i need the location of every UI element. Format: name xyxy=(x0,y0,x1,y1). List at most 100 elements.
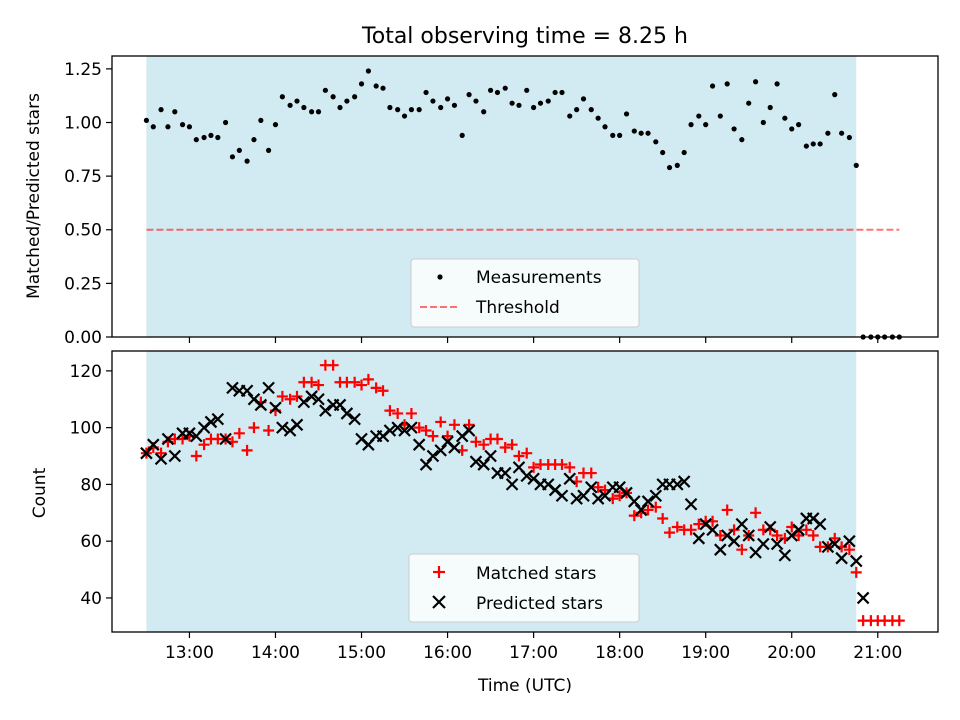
matched-star-point xyxy=(657,512,669,524)
measurement-point xyxy=(846,134,852,141)
predicted-star-point xyxy=(714,543,727,556)
predicted-star-point xyxy=(671,478,684,491)
x-tick-label: 13:00 xyxy=(165,643,214,663)
measurement-point xyxy=(466,92,472,98)
measurement-point xyxy=(186,124,193,130)
predicted-star-point xyxy=(469,455,483,468)
predicted-star-point xyxy=(348,412,361,426)
legend-predicted-label: Predicted stars xyxy=(476,594,603,614)
measurement-point xyxy=(688,122,694,128)
predicted-star-point xyxy=(219,432,232,446)
predicted-star-point xyxy=(627,495,641,508)
matched-star-point xyxy=(442,430,454,442)
measurement-point xyxy=(172,109,178,115)
predicted-star-point xyxy=(140,446,153,460)
measurement-point xyxy=(222,119,229,126)
predicted-star-point xyxy=(154,452,168,466)
matched-star-point xyxy=(714,529,726,541)
predicted-star-point xyxy=(778,549,792,562)
measurement-point xyxy=(322,87,328,93)
predicted-star-point xyxy=(391,421,404,434)
bottom-axes-frame xyxy=(111,350,939,633)
measurement-point xyxy=(531,104,537,111)
measurement-point xyxy=(373,83,379,89)
matched-star-point xyxy=(306,376,318,388)
measurement-point xyxy=(444,96,451,102)
matched-star-point xyxy=(177,433,189,445)
measurement-point xyxy=(158,107,164,113)
measurement-point xyxy=(251,137,257,143)
measurement-point xyxy=(401,113,408,119)
measurement-point xyxy=(610,132,616,138)
matched-star-point xyxy=(392,407,404,419)
measurement-point xyxy=(193,137,199,143)
matched-star-point xyxy=(650,501,662,513)
measurement-point xyxy=(696,113,702,119)
measurement-point xyxy=(746,100,752,106)
y-tick-label: 0.25 xyxy=(64,274,102,294)
measurement-point xyxy=(236,147,242,153)
predicted-star-point xyxy=(269,401,282,415)
matched-star-point xyxy=(291,390,303,402)
matched-star-point xyxy=(736,544,748,556)
measurement-point xyxy=(810,141,816,147)
matched-star-point xyxy=(313,379,324,391)
measurement-point xyxy=(487,87,494,93)
predicted-star-point xyxy=(340,407,354,420)
x-tick-label: 19:00 xyxy=(681,643,730,663)
predicted-star-point xyxy=(770,537,784,551)
measurement-point xyxy=(631,128,637,134)
matched-star-point xyxy=(420,424,432,436)
predicted-star-point xyxy=(584,480,598,494)
x-tick-label: 14:00 xyxy=(251,643,300,663)
predicted-star-point xyxy=(434,444,447,457)
measurement-point xyxy=(709,83,716,89)
matched-star-point xyxy=(362,373,374,385)
matched-star-point xyxy=(276,390,288,402)
measurement-point xyxy=(215,134,221,141)
matched-star-point xyxy=(478,439,490,451)
matched-star-point xyxy=(728,524,740,536)
measurement-point xyxy=(617,132,623,138)
measurement-point xyxy=(782,115,788,121)
measurement-point xyxy=(150,124,156,130)
matched-star-point xyxy=(642,504,654,516)
predicted-star-point xyxy=(505,478,519,491)
measurement-point xyxy=(832,92,838,98)
measurement-point xyxy=(739,137,745,143)
predicted-star-point xyxy=(276,421,289,434)
top-axes-frame xyxy=(111,55,939,338)
legend-measurements-label: Measurements xyxy=(476,268,602,288)
measurement-point xyxy=(660,149,666,156)
matched-star-point xyxy=(671,521,683,533)
predicted-star-point xyxy=(813,517,827,531)
predicted-star-point xyxy=(319,404,332,417)
predicted-star-point xyxy=(147,438,160,451)
matched-star-point xyxy=(829,532,841,544)
x-tick-label: 15:00 xyxy=(337,643,386,663)
measurement-point xyxy=(380,85,386,91)
matched-star-point xyxy=(771,529,783,541)
measurement-point xyxy=(481,109,487,115)
matched-star-point xyxy=(155,447,167,459)
measurement-point xyxy=(201,134,207,141)
measurement-point xyxy=(244,158,250,164)
predicted-star-point xyxy=(333,398,347,412)
matched-star-point xyxy=(384,405,396,417)
measurement-point xyxy=(524,87,530,93)
measurement-point xyxy=(287,102,293,108)
matched-star-point xyxy=(241,444,253,456)
measurement-point xyxy=(423,89,429,96)
x-tick-label: 21:00 xyxy=(853,643,902,663)
measurement-point xyxy=(853,162,859,168)
y-tick-label: 0.00 xyxy=(64,328,102,348)
measurement-point xyxy=(789,126,795,132)
y-tick-label: 0.75 xyxy=(64,167,102,187)
bottom-legend: Matched stars Predicted stars xyxy=(408,553,640,623)
predicted-star-point xyxy=(849,554,863,568)
measurement-point xyxy=(315,109,322,115)
top-y-ticks: 0.00 0.25 0.50 0.75 1.00 1.25 xyxy=(64,60,112,348)
top-panel: 0.00 0.25 0.50 0.75 1.00 1.25 Matched/Predict… xyxy=(24,55,939,348)
measurement-point xyxy=(408,107,415,113)
matched-star-point xyxy=(693,518,705,530)
